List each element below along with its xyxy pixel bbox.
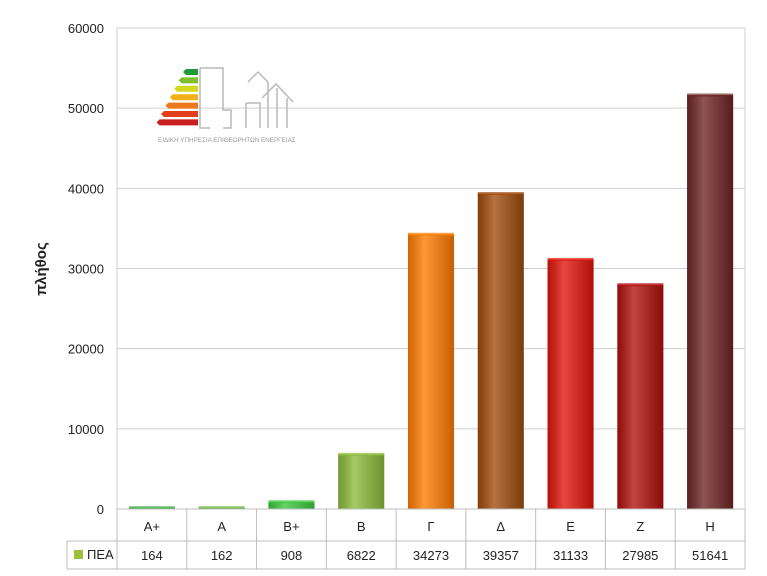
y-tick-label: 50000 [68,101,104,116]
energy-bar [183,69,198,75]
x-tick-label: B [357,519,366,534]
data-table: A+ 164 A 162 B+ 908 B 6822 Γ 34273 Δ 39357 Ε 31133 Ζ 27… [66,508,746,570]
energy-label-icon [156,69,198,126]
data-label: 34273 [413,548,449,563]
energy-bar [156,119,198,126]
bar-top [198,506,245,510]
bar-shading [617,284,664,509]
x-tick-label: Ζ [636,519,644,534]
legend: ΠΕΑ [74,547,114,562]
data-label: 164 [141,548,163,563]
data-label: 31133 [553,548,588,563]
legend-label: ΠΕΑ [87,547,114,562]
energy-bar [161,111,198,117]
bar-shading [407,234,455,509]
energy-bar [174,85,198,92]
bar-shading [547,259,594,509]
bar-shading [477,193,524,510]
logo-text: ΕΙΔΙΚΗ ΥΠΗΡΕΣΙΑ ΕΠΙΘΕΩΡΗΤΩΝ ΕΝΕΡΓΕΙΑΣ [158,137,296,144]
data-label: 908 [281,548,303,563]
bar-top [268,500,315,504]
logo: ΕΙΔΙΚΗ ΥΠΗΡΕΣΙΑ ΕΠΙΘΕΩΡΗΤΩΝ ΕΝΕΡΓΕΙΑΣ [156,67,296,144]
bars [128,93,734,510]
bar-top [617,283,664,287]
building-outline-icon [199,67,294,129]
x-tick-label: Ε [566,519,575,534]
bar-top [338,452,385,456]
y-tick-label: 10000 [68,422,104,437]
x-tick-label: A+ [144,519,160,534]
bar-top [547,257,594,261]
bar-shading [687,95,734,509]
bar-top [128,506,175,510]
bar-top [477,191,524,195]
energy-bar [178,77,198,84]
y-axis: 0 10000 20000 30000 40000 50000 60000 [68,21,104,517]
x-tick-label: B+ [283,519,299,534]
bar-top [407,232,455,236]
energy-bar [169,94,198,101]
x-tick-label: A [217,519,226,534]
data-label: 39357 [483,548,519,563]
y-tick-label: 30000 [68,262,104,277]
bar-shading [338,454,385,509]
data-label: 51641 [692,548,728,563]
bar-shading [268,501,315,509]
data-label: 6822 [347,548,376,563]
x-tick-label: Η [705,519,714,534]
energy-bar [165,102,198,109]
x-tick-label: Δ [496,519,505,534]
y-tick-label: 60000 [68,21,104,36]
data-label: 27985 [622,548,658,563]
y-tick-label: 20000 [68,342,104,357]
y-axis-label: πλήθος [33,242,50,296]
y-tick-label: 40000 [68,181,104,196]
x-tick-label: Γ [427,519,434,534]
bar-top [687,93,734,97]
data-label: 162 [211,548,233,563]
y-tick-label: 0 [97,502,104,517]
legend-swatch [74,550,83,559]
